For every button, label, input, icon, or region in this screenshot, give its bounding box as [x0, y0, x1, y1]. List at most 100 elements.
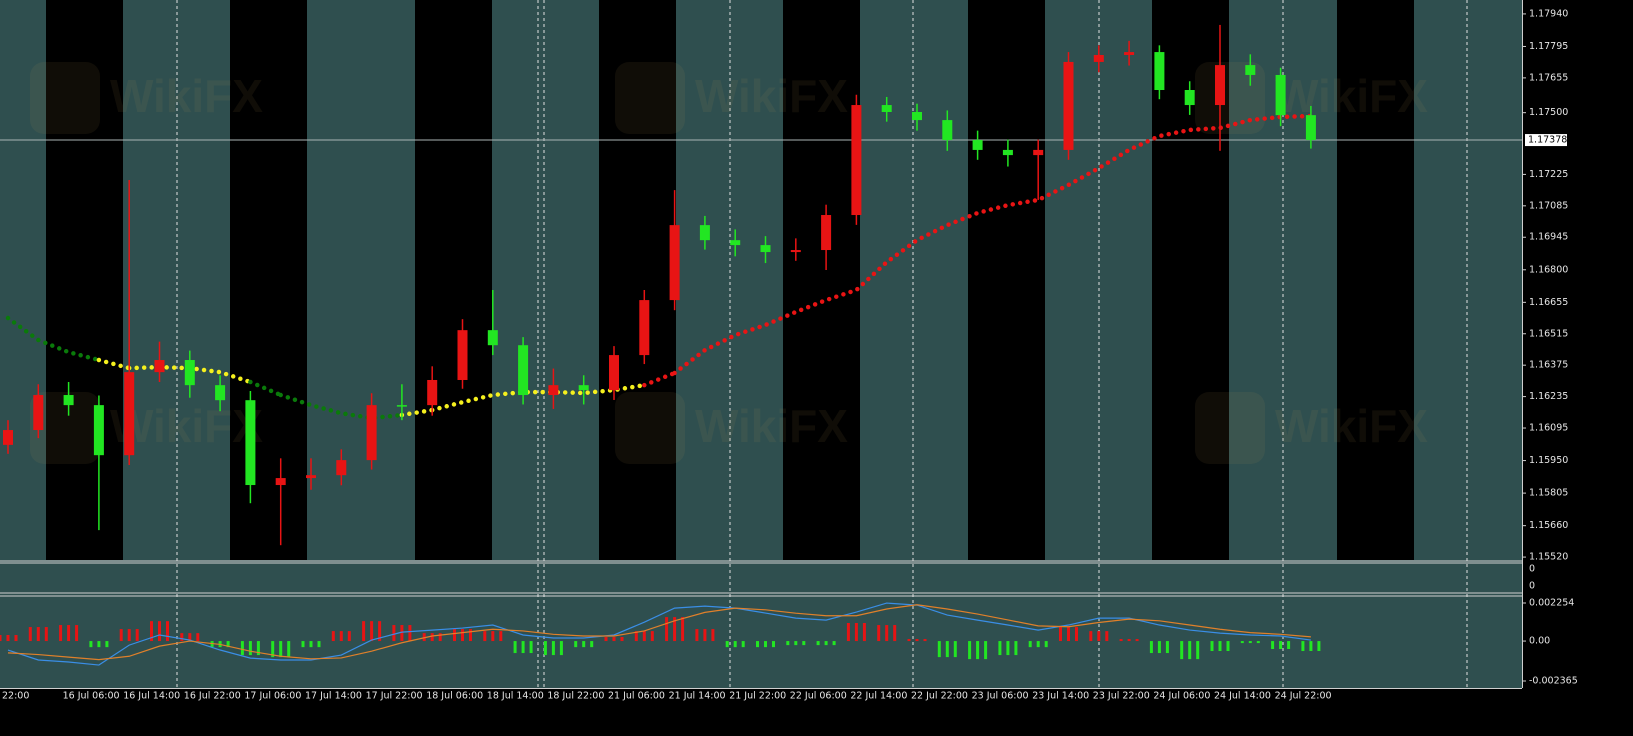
candle-body	[972, 140, 983, 150]
y-tick-label: 1.16655	[1529, 297, 1568, 308]
y-tick-label: 1.15805	[1529, 488, 1568, 499]
x-tick-label: 18 Jul 22:00	[547, 691, 604, 702]
y-tick-label: 1.16235	[1529, 391, 1568, 402]
watermark-logo	[1195, 392, 1265, 464]
signal-line	[7, 604, 1311, 661]
watermark: WikiFX	[1275, 400, 1428, 452]
session-stripe	[46, 0, 123, 560]
candle-body	[63, 395, 74, 406]
y-tick-label: -0.002365	[1529, 675, 1578, 686]
moving-average	[672, 113, 1314, 376]
candle-body	[396, 405, 407, 407]
y-tick-label: 0	[1529, 581, 1535, 592]
watermark-logo	[615, 392, 685, 464]
y-tick-label: 0	[1529, 564, 1535, 575]
candle-body	[790, 250, 801, 253]
candle-body	[245, 400, 256, 486]
watermark: WikiFX	[110, 400, 263, 452]
candle-body	[1215, 65, 1225, 106]
x-tick-label: 24 Jul 14:00	[1214, 691, 1271, 702]
x-tick-label: 18 Jul 06:00	[426, 691, 483, 702]
candle-body	[1184, 90, 1195, 106]
candle-body	[3, 430, 13, 445]
moving-average	[278, 392, 405, 421]
plot: 1.17940 1.17795 1.17655 1.17500 1.17225 1.170…	[0, 8, 1578, 702]
candle-body	[518, 345, 529, 396]
x-tick-label: 17 Jul 22:00	[366, 691, 423, 702]
x-tick-label: 18 Jul 14:00	[487, 691, 544, 702]
candle-body	[366, 405, 377, 461]
x-tick-label: 16 Jul 14:00	[123, 691, 180, 702]
y-tick-label: 1.17795	[1529, 41, 1568, 52]
x-tick-label: 22:00	[2, 691, 29, 702]
candle-body	[851, 105, 862, 216]
watermark-logo	[1195, 62, 1265, 134]
candle-body	[275, 478, 286, 486]
x-tick-label: 21 Jul 14:00	[669, 691, 726, 702]
candle-body	[1154, 52, 1165, 91]
candle-body	[457, 330, 468, 380]
watermark: WikiFX	[695, 400, 848, 452]
candle-body	[548, 385, 559, 396]
candle-body	[427, 379, 438, 406]
signal-line	[7, 602, 1311, 666]
watermark-logo	[30, 62, 100, 134]
session-stripe	[599, 0, 676, 560]
ma-connector	[96, 357, 132, 371]
x-tick-label: 22 Jul 14:00	[850, 691, 907, 702]
y-tick-label: 1.16375	[1529, 360, 1568, 371]
x-tick-label: 21 Jul 06:00	[608, 691, 665, 702]
candle-body	[760, 245, 771, 253]
y-tick-label: 1.16095	[1529, 423, 1568, 434]
axis-bg	[1522, 0, 1633, 736]
y-tick-label: 1.17500	[1529, 107, 1568, 118]
candle-body	[306, 475, 316, 479]
moving-average	[429, 382, 647, 413]
candle-body	[699, 225, 710, 241]
ma-connector	[399, 407, 435, 418]
y-tick-label: 1.17655	[1529, 72, 1568, 83]
watermark: WikiFX	[1275, 70, 1428, 122]
session-stripe	[783, 0, 860, 560]
y-tick-label: 1.16515	[1529, 328, 1568, 339]
candle-body	[33, 395, 44, 431]
session-stripe	[415, 0, 492, 560]
x-tick-label: 23 Jul 22:00	[1093, 691, 1150, 702]
watermark-logo	[30, 392, 100, 464]
candle-body	[1002, 149, 1013, 156]
candle-body	[1063, 61, 1074, 150]
candle-body	[881, 105, 892, 112]
panel2-bg	[0, 563, 1522, 592]
bottom-bg	[0, 688, 1633, 736]
x-tick-label: 22 Jul 06:00	[790, 691, 847, 702]
ma-connector	[248, 379, 283, 398]
session-stripe	[230, 0, 307, 560]
x-tick-label: 16 Jul 06:00	[63, 691, 120, 702]
y-tick-label: 1.15660	[1529, 520, 1568, 531]
candle-body	[154, 360, 165, 373]
candle-body	[1124, 52, 1135, 55]
y-tick-label: 0.002254	[1529, 598, 1574, 609]
candle-body	[912, 112, 922, 121]
x-tick-label: 24 Jul 22:00	[1275, 691, 1332, 702]
candle-body	[609, 355, 619, 391]
candle-body	[93, 405, 104, 456]
watermark-logo	[615, 62, 685, 134]
y-tick-label: 1.16800	[1529, 264, 1568, 275]
x-tick-label: 16 Jul 22:00	[184, 691, 241, 702]
candle-body	[1305, 115, 1316, 141]
candle-body	[821, 215, 832, 251]
candle-body	[336, 460, 347, 476]
watermark: WikiFX	[695, 70, 848, 122]
candle-body	[730, 240, 741, 246]
candle-body	[487, 330, 498, 346]
candle-body	[1033, 149, 1044, 156]
candle-body	[1093, 54, 1104, 62]
x-tick-label: 17 Jul 14:00	[305, 691, 362, 702]
candle-body	[124, 372, 135, 456]
candle-body	[578, 385, 589, 391]
current-price-label: 1.17378	[1528, 135, 1567, 146]
x-tick-label: 23 Jul 06:00	[972, 691, 1029, 702]
session-stripe	[968, 0, 1045, 560]
